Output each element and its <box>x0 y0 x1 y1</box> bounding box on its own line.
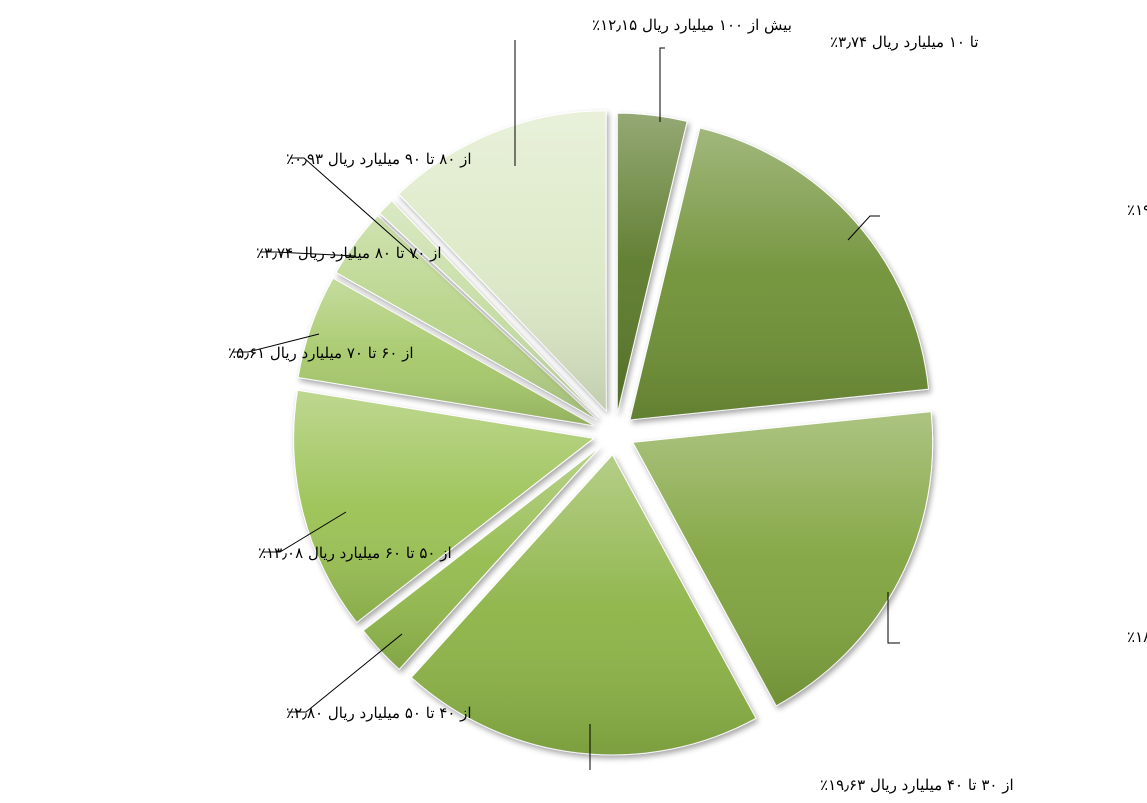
leader-line <box>260 251 356 257</box>
pie-slice-gloss <box>363 446 601 670</box>
pie-slice-gloss <box>379 200 600 418</box>
slice-label: از ۴۰ تا ۵۰ میلیارد ریال ۲٫۸۰٪ <box>286 704 472 722</box>
pie-slice-gloss <box>336 215 598 421</box>
slice-label: تا ۱۰ میلیارد ریال ۳٫۷۴٪ <box>830 33 979 51</box>
leader-line <box>887 592 900 644</box>
pie-slice-gloss <box>411 454 756 755</box>
leader-line <box>232 333 320 353</box>
pie-slice-gloss <box>617 113 688 414</box>
pie-slice <box>362 446 601 670</box>
slice-label: از ۲۰ تا ۳۰ میلیارد ریال ۱۸٫۶۹٪ <box>1127 628 1147 646</box>
slice-label: بیش از ۱۰۰ میلیارد ریال ۱۲٫۱۵٪ <box>592 16 792 34</box>
pie-slice <box>378 200 600 418</box>
pie-slice <box>335 215 598 421</box>
pie-slice-gloss <box>298 278 595 426</box>
pie-slices <box>293 110 934 756</box>
slice-label: از ۵۰ تا ۶۰ میلیارد ریال ۱۳٫۰۸٪ <box>258 544 452 562</box>
pie-slice <box>629 127 930 421</box>
slice-label: از ۱۰ تا ۲۰ میلیارد ریال ۱۹٫۶۳٪ <box>1127 201 1147 219</box>
pie-slice <box>297 277 595 427</box>
pie-slice <box>397 110 607 412</box>
pie-slice-gloss <box>398 110 607 411</box>
slice-labels: تا ۱۰ میلیارد ریال ۳٫۷۴٪ از ۱۰ تا ۲۰ میلی… <box>228 16 1147 794</box>
pie-slice <box>410 453 757 756</box>
pie-slice-gloss <box>630 128 929 420</box>
pie-slice-gloss <box>293 390 594 623</box>
leader-line <box>659 47 665 122</box>
slice-label: از ۸۰ تا ۹۰ میلیارد ریال ۰٫۹۳٪ <box>286 150 472 168</box>
leader-line <box>288 633 403 713</box>
leader-line <box>290 157 419 260</box>
leader-lines <box>232 40 900 770</box>
leader-line <box>262 511 347 553</box>
pie-slice <box>631 411 934 707</box>
pie-slice-gloss <box>632 411 933 706</box>
slice-label: از ۶۰ تا ۷۰ میلیارد ریال ۵٫۶۱٪ <box>228 344 414 362</box>
pie-slice <box>616 112 688 414</box>
slice-label: از ۳۰ تا ۴۰ میلیارد ریال ۱۹٫۶۳٪ <box>820 776 1014 794</box>
slice-label: از ۷۰ تا ۸۰ میلیارد ریال ۳٫۷۴٪ <box>256 244 442 262</box>
pie-slice <box>293 389 595 624</box>
leader-line <box>847 215 880 241</box>
